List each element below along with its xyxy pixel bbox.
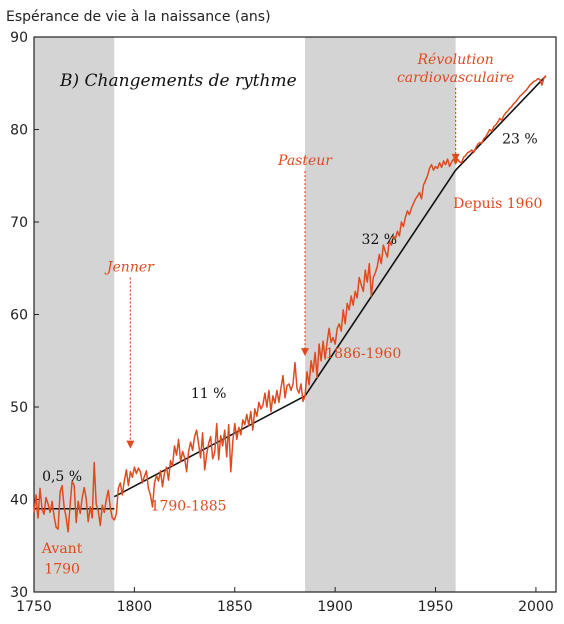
plot-frame [33, 36, 557, 593]
data-series [33, 75, 547, 533]
x-axis: 1750 1800 1850 1900 1950 2000 [16, 587, 554, 615]
shaded-band [305, 37, 456, 592]
period-label: Avant [41, 541, 83, 557]
chart-subtitle: B) Changements de rythme [59, 71, 297, 91]
trend-line [113, 395, 306, 498]
x-tick-label: 2000 [518, 599, 554, 615]
period-label: 1886-1960 [325, 346, 401, 362]
x-tick-label: 1750 [16, 599, 52, 615]
x-tick-label: 1800 [117, 599, 153, 615]
rate-label: 23 % [502, 131, 538, 147]
annotation-arrowhead [126, 440, 135, 449]
annotation-label: Pasteur [277, 153, 333, 169]
y-tick-label: 60 [10, 308, 28, 324]
x-tick-label: 1850 [217, 599, 253, 615]
trend-lines [34, 75, 547, 510]
x-tick-label: 1900 [317, 599, 353, 615]
y-tick-label: 90 [10, 30, 28, 46]
annotation-label: Jenner [104, 260, 155, 276]
annotations: Jenner Pasteur Révolution cardiovasculaire [104, 52, 514, 449]
y-tick-label: 70 [10, 215, 28, 231]
y-axis-label: Espérance de vie à la naissance (ans) [6, 9, 271, 25]
rate-label: 32 % [362, 232, 398, 248]
trend-line [455, 75, 547, 171]
period-labels: Avant 1790 1790-1885 1886-1960 Depuis 1960 0,… [41, 131, 543, 577]
rate-label: 11 % [191, 386, 227, 402]
annotation-arrowhead [301, 348, 310, 357]
series-line [33, 75, 547, 533]
x-tick-label: 1950 [418, 599, 454, 615]
period-label: 1790-1885 [151, 499, 227, 515]
annotation-arrowhead [451, 153, 460, 162]
trend-line [304, 169, 457, 397]
y-tick-label: 80 [10, 123, 28, 139]
y-tick-label: 50 [10, 400, 28, 416]
annotation-label: Révolution [417, 52, 494, 68]
period-label: Depuis 1960 [453, 196, 542, 212]
y-tick-label: 40 [10, 493, 28, 509]
shaded-periods [34, 37, 456, 592]
annotation-label-line2: cardiovasculaire [397, 70, 514, 86]
rate-label: 0,5 % [42, 469, 82, 485]
y-tick-label: 30 [10, 585, 28, 601]
period-label-line2: 1790 [44, 562, 80, 578]
